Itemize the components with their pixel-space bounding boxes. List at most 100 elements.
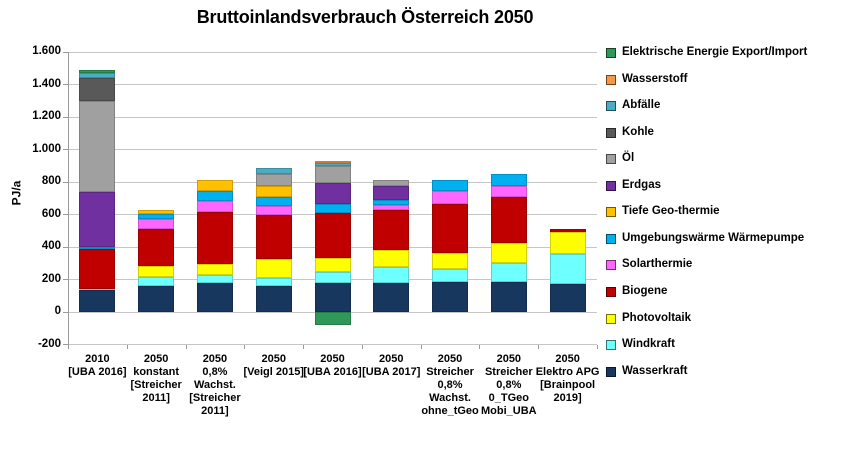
category-label: 2050 Streicher 0,8% 0_TGeo Mobi_UBA xyxy=(481,352,537,417)
y-tick-label: 400 xyxy=(41,240,61,252)
legend-label: Erdgas xyxy=(622,178,661,191)
bar-segment-biogene xyxy=(490,196,527,244)
legend-item: Erdgas xyxy=(606,178,846,194)
legend-label: Photovoltaik xyxy=(622,311,692,324)
bar-segment-photovoltaik xyxy=(314,258,351,272)
legend-swatch xyxy=(606,340,616,351)
bar-segment-solarthermie xyxy=(255,206,292,215)
gridline xyxy=(68,84,597,85)
bar-segment-wasserstoff xyxy=(314,161,351,164)
bar-segment-wasserkraft xyxy=(549,284,586,312)
bar-segment-windkraft xyxy=(549,254,586,285)
bar-segment-photovoltaik xyxy=(549,231,586,255)
y-tick-mark xyxy=(63,51,68,53)
bar-segment-umgebungsw-rme-w-rmepumpe xyxy=(490,174,527,186)
bar-segment-photovoltaik xyxy=(373,249,410,267)
bar-segment-windkraft xyxy=(138,277,175,286)
bar-segment-umgebungsw-rme-w-rmepumpe xyxy=(373,199,410,206)
y-tick-mark xyxy=(63,149,68,150)
x-tick-mark xyxy=(126,344,128,349)
legend-item: Wasserkraft xyxy=(606,364,846,380)
bar-segment-windkraft xyxy=(490,263,527,283)
bar-segment-windkraft xyxy=(432,268,469,282)
legend-swatch xyxy=(606,101,616,112)
bar-segment-umgebungsw-rme-w-rmepumpe xyxy=(196,190,233,201)
y-axis-line xyxy=(68,52,69,345)
x-tick-mark xyxy=(303,344,305,349)
bar-segment-wasserkraft xyxy=(138,286,175,312)
legend-swatch xyxy=(606,48,616,58)
legend-swatch xyxy=(606,207,616,218)
legend-swatch xyxy=(606,127,616,138)
x-tick-mark xyxy=(185,344,187,349)
bar-segment--l xyxy=(255,174,292,186)
x-tick-mark xyxy=(597,344,598,349)
bar-segment-wasserkraft xyxy=(196,282,233,312)
category-label: 2050 [Veigl 2015] xyxy=(243,352,304,378)
legend-label: Elektrische Energie Export/Import xyxy=(622,46,808,58)
y-tick-mark xyxy=(63,246,68,248)
bar-segment-photovoltaik xyxy=(138,265,175,278)
x-tick-mark xyxy=(68,344,69,349)
chart-title: Bruttoinlandsverbrauch Österreich 2050 xyxy=(196,7,534,27)
legend-label: Wasserstoff xyxy=(622,72,688,85)
x-tick-mark xyxy=(479,344,481,349)
category-label: 2050 Elektro APG [Brainpool 2019] xyxy=(535,352,600,404)
bar-segment-biogene xyxy=(196,211,233,265)
legend-item: Windkraft xyxy=(606,338,846,353)
y-tick-mark xyxy=(63,116,68,118)
legend-label: Kohle xyxy=(622,125,654,138)
bar-segment-elektrische-energie-export-import xyxy=(79,70,116,73)
legend-item: Umgebungswärme Wärmepumpe xyxy=(606,232,846,247)
y-tick-label: 1.000 xyxy=(32,142,61,155)
legend-item: Biogene xyxy=(606,285,846,300)
x-tick-mark xyxy=(361,344,363,349)
category-label: 2050 Streicher 0,8% Wachst. ohne_tGeo xyxy=(421,352,479,417)
bar-segment-windkraft xyxy=(79,288,116,291)
x-tick-mark xyxy=(538,344,540,349)
y-tick-mark xyxy=(63,279,68,280)
bar-segment-tiefe-geo-thermie xyxy=(255,185,292,197)
bar-segment-erdgas xyxy=(373,186,410,200)
legend-swatch xyxy=(606,233,616,244)
legend-label: Solarthermie xyxy=(622,258,693,271)
category-label: 2050 0,8% Wachst. [Streicher 2011] xyxy=(189,352,241,417)
bar-segment-tiefe-geo-thermie xyxy=(196,180,233,191)
bar-segment-solarthermie xyxy=(432,190,469,204)
bar-segment-umgebungsw-rme-w-rmepumpe xyxy=(79,247,116,249)
legend-label: Tiefe Geo-thermie xyxy=(622,205,720,218)
bar-segment-kohle xyxy=(79,78,116,101)
legend-item: Photovoltaik xyxy=(606,311,846,327)
bar-segment-wasserkraft xyxy=(490,282,527,312)
category-label: 2050 [UBA 2016] xyxy=(303,352,362,378)
y-tick-label: -200 xyxy=(37,337,61,350)
x-tick-mark xyxy=(420,344,422,349)
bar-segment-biogene xyxy=(79,248,116,289)
legend-swatch xyxy=(606,180,616,191)
bar-segment-windkraft xyxy=(196,274,233,283)
bar-segment-umgebungsw-rme-w-rmepumpe xyxy=(314,203,351,214)
bar-segment-tiefe-geo-thermie xyxy=(138,209,175,214)
legend-label: Wasserkraft xyxy=(622,364,688,377)
legend-item: Tiefe Geo-thermie xyxy=(606,205,846,220)
y-tick-mark xyxy=(63,344,68,345)
bar-segment-umgebungsw-rme-w-rmepumpe xyxy=(138,213,175,220)
category-label: 2050 [UBA 2017] xyxy=(362,352,421,378)
legend-swatch xyxy=(606,313,616,324)
y-tick-mark xyxy=(63,214,68,215)
bar-segment-biogene xyxy=(432,203,469,253)
legend-label: Öl xyxy=(622,152,635,165)
bar-segment--l xyxy=(314,166,351,184)
y-tick-mark xyxy=(63,84,68,85)
bar-segment-biogene xyxy=(373,209,410,250)
y-tick-label: 0 xyxy=(54,305,61,317)
bar-segment-erdgas xyxy=(314,183,351,204)
bar-segment-biogene xyxy=(255,214,292,260)
x-tick-mark xyxy=(244,344,246,349)
y-tick-label: 1.200 xyxy=(32,110,61,122)
bar-segment-photovoltaik xyxy=(490,243,527,264)
bar-segment-wasserkraft xyxy=(314,283,351,312)
y-tick-mark xyxy=(63,181,68,183)
bar-segment-umgebungsw-rme-w-rmepumpe xyxy=(255,196,292,207)
